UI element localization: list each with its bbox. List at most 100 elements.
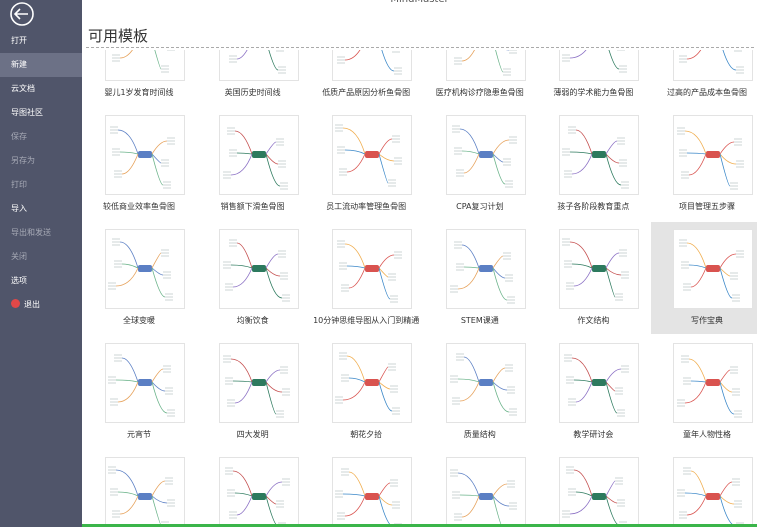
template-label: 10分钟思维导图从入门到精通 bbox=[313, 316, 420, 325]
template-thumbnail bbox=[105, 457, 185, 525]
template-card[interactable] bbox=[197, 450, 309, 525]
thumbnail-art bbox=[228, 50, 286, 74]
template-card[interactable]: 均衡饮食 bbox=[197, 222, 309, 334]
template-card[interactable]: STEM课通 bbox=[424, 222, 536, 334]
menu-item[interactable]: 退出 bbox=[0, 293, 82, 317]
template-thumbnail bbox=[673, 229, 753, 309]
template-label: 元宵节 bbox=[127, 430, 151, 439]
template-label: 员工流动率管理鱼骨图 bbox=[326, 202, 407, 211]
template-card[interactable]: 四大发明 bbox=[197, 336, 309, 448]
thumbnail-art bbox=[677, 467, 744, 525]
template-card[interactable]: 较低商业效率鱼骨图 bbox=[83, 108, 195, 220]
template-label: CPA复习计划 bbox=[456, 202, 504, 211]
template-card[interactable]: 孩子各阶段教育重点 bbox=[537, 108, 649, 220]
thumbnail-art bbox=[562, 466, 628, 525]
thumbnail-art bbox=[679, 239, 744, 302]
thumbnail-art bbox=[562, 126, 630, 189]
template-thumbnail bbox=[218, 343, 299, 423]
template-card[interactable] bbox=[83, 450, 195, 525]
menu-label: 保存 bbox=[11, 132, 27, 141]
thumbnail-art bbox=[453, 50, 517, 76]
thumbnail-art bbox=[451, 125, 517, 188]
template-card[interactable]: 10分钟思维导图从入门到精通 bbox=[310, 222, 422, 334]
template-card[interactable]: 写作宝典 bbox=[651, 222, 757, 334]
template-thumbnail bbox=[445, 343, 526, 423]
template-card[interactable]: 项目管理五步骤 bbox=[651, 108, 757, 220]
back-button[interactable] bbox=[7, 0, 37, 30]
template-label: STEM课通 bbox=[460, 316, 499, 325]
section-title: 可用模板 bbox=[88, 27, 149, 45]
menu-label: 云文档 bbox=[11, 84, 35, 93]
template-card[interactable]: 薄弱的学术能力鱼骨图 bbox=[537, 50, 649, 106]
thumbnail-art bbox=[108, 238, 173, 301]
menu-item[interactable]: 打开 bbox=[0, 29, 82, 53]
menu-item[interactable]: 导入 bbox=[0, 197, 82, 221]
menu-label: 退出 bbox=[24, 300, 40, 309]
title-bar: MindMaster bbox=[82, 0, 757, 8]
template-card[interactable] bbox=[310, 450, 422, 525]
menu-item[interactable]: 导图社区 bbox=[0, 101, 82, 125]
menu-label: 打印 bbox=[11, 180, 27, 189]
menu-item[interactable]: 选项 bbox=[0, 269, 82, 293]
menu-label: 选项 bbox=[11, 276, 27, 285]
thumbnail-art bbox=[335, 124, 403, 187]
menu-item: 关闭 bbox=[0, 245, 82, 269]
thumbnail-art bbox=[112, 50, 175, 73]
template-card[interactable] bbox=[537, 450, 649, 525]
template-card[interactable]: 教学研讨会 bbox=[537, 336, 649, 448]
menu-item[interactable]: 新建 bbox=[0, 53, 82, 77]
template-thumbnail bbox=[105, 229, 185, 309]
template-thumbnail bbox=[445, 457, 526, 525]
menu-label: 导入 bbox=[11, 204, 27, 213]
template-card[interactable]: 过高的产品成本鱼骨图 bbox=[651, 50, 757, 106]
thumbnail-art bbox=[562, 50, 628, 73]
template-card[interactable] bbox=[651, 450, 757, 525]
template-card[interactable]: 员工流动率管理鱼骨图 bbox=[310, 108, 422, 220]
template-thumbnail bbox=[105, 343, 185, 423]
template-label: 英国历史时间线 bbox=[224, 88, 281, 97]
template-card[interactable] bbox=[424, 450, 536, 525]
app-title: MindMaster bbox=[82, 0, 757, 5]
menu-label: 另存为 bbox=[11, 156, 35, 165]
thumbnail-art bbox=[110, 126, 175, 189]
template-label: 教学研讨会 bbox=[573, 430, 614, 439]
template-label: 写作宝典 bbox=[691, 316, 723, 325]
template-thumbnail bbox=[673, 343, 753, 423]
template-label: 质量结构 bbox=[463, 430, 496, 439]
template-card[interactable]: 医疗机构诊疗隐患鱼骨图 bbox=[424, 50, 536, 106]
template-label: 医疗机构诊疗隐患鱼骨图 bbox=[435, 88, 524, 97]
template-thumbnail bbox=[332, 115, 413, 195]
thumbnail-art bbox=[222, 239, 290, 302]
template-thumbnail bbox=[445, 229, 526, 309]
template-card[interactable]: 低质产品原因分析鱼骨图 bbox=[310, 50, 422, 106]
template-label: 薄弱的学术能力鱼骨图 bbox=[553, 88, 634, 97]
template-card[interactable]: 元宵节 bbox=[83, 336, 195, 448]
thumbnail-art bbox=[108, 466, 175, 525]
menu-item: 保存 bbox=[0, 125, 82, 149]
template-card[interactable]: 婴儿1岁发育时间线 bbox=[83, 50, 195, 106]
template-card[interactable]: 质量结构 bbox=[424, 336, 536, 448]
template-card[interactable]: 销售额下滑鱼骨图 bbox=[197, 108, 309, 220]
menu-item: 另存为 bbox=[0, 149, 82, 173]
menu-label: 打开 bbox=[11, 36, 27, 45]
template-card[interactable]: 童年人物性格 bbox=[651, 336, 757, 448]
status-strip bbox=[82, 524, 757, 527]
menu-item[interactable]: 云文档 bbox=[0, 77, 82, 101]
template-thumbnail bbox=[218, 457, 299, 525]
template-label: 朝花夕拾 bbox=[350, 430, 383, 439]
template-thumbnail bbox=[673, 115, 753, 195]
divider bbox=[86, 47, 754, 48]
menu-label: 导出和发送 bbox=[11, 228, 51, 237]
template-grid: 婴儿1岁发育时间线 英国历史时间线 低质产品原因分析鱼骨图 医疗机构诊疗隐患鱼骨图 薄弱… bbox=[82, 50, 757, 525]
template-card[interactable]: 英国历史时间线 bbox=[197, 50, 309, 106]
thumbnail-art bbox=[224, 467, 290, 525]
template-card[interactable]: CPA复习计划 bbox=[424, 108, 536, 220]
thumbnail-art bbox=[108, 354, 175, 417]
template-card[interactable]: 朝花夕拾 bbox=[310, 336, 422, 448]
template-card[interactable]: 作文结构 bbox=[537, 222, 649, 334]
thumbnail-art bbox=[337, 50, 403, 75]
menu-label: 关闭 bbox=[11, 252, 27, 261]
template-thumbnail bbox=[559, 457, 640, 525]
template-card[interactable]: 全球变暖 bbox=[83, 222, 195, 334]
